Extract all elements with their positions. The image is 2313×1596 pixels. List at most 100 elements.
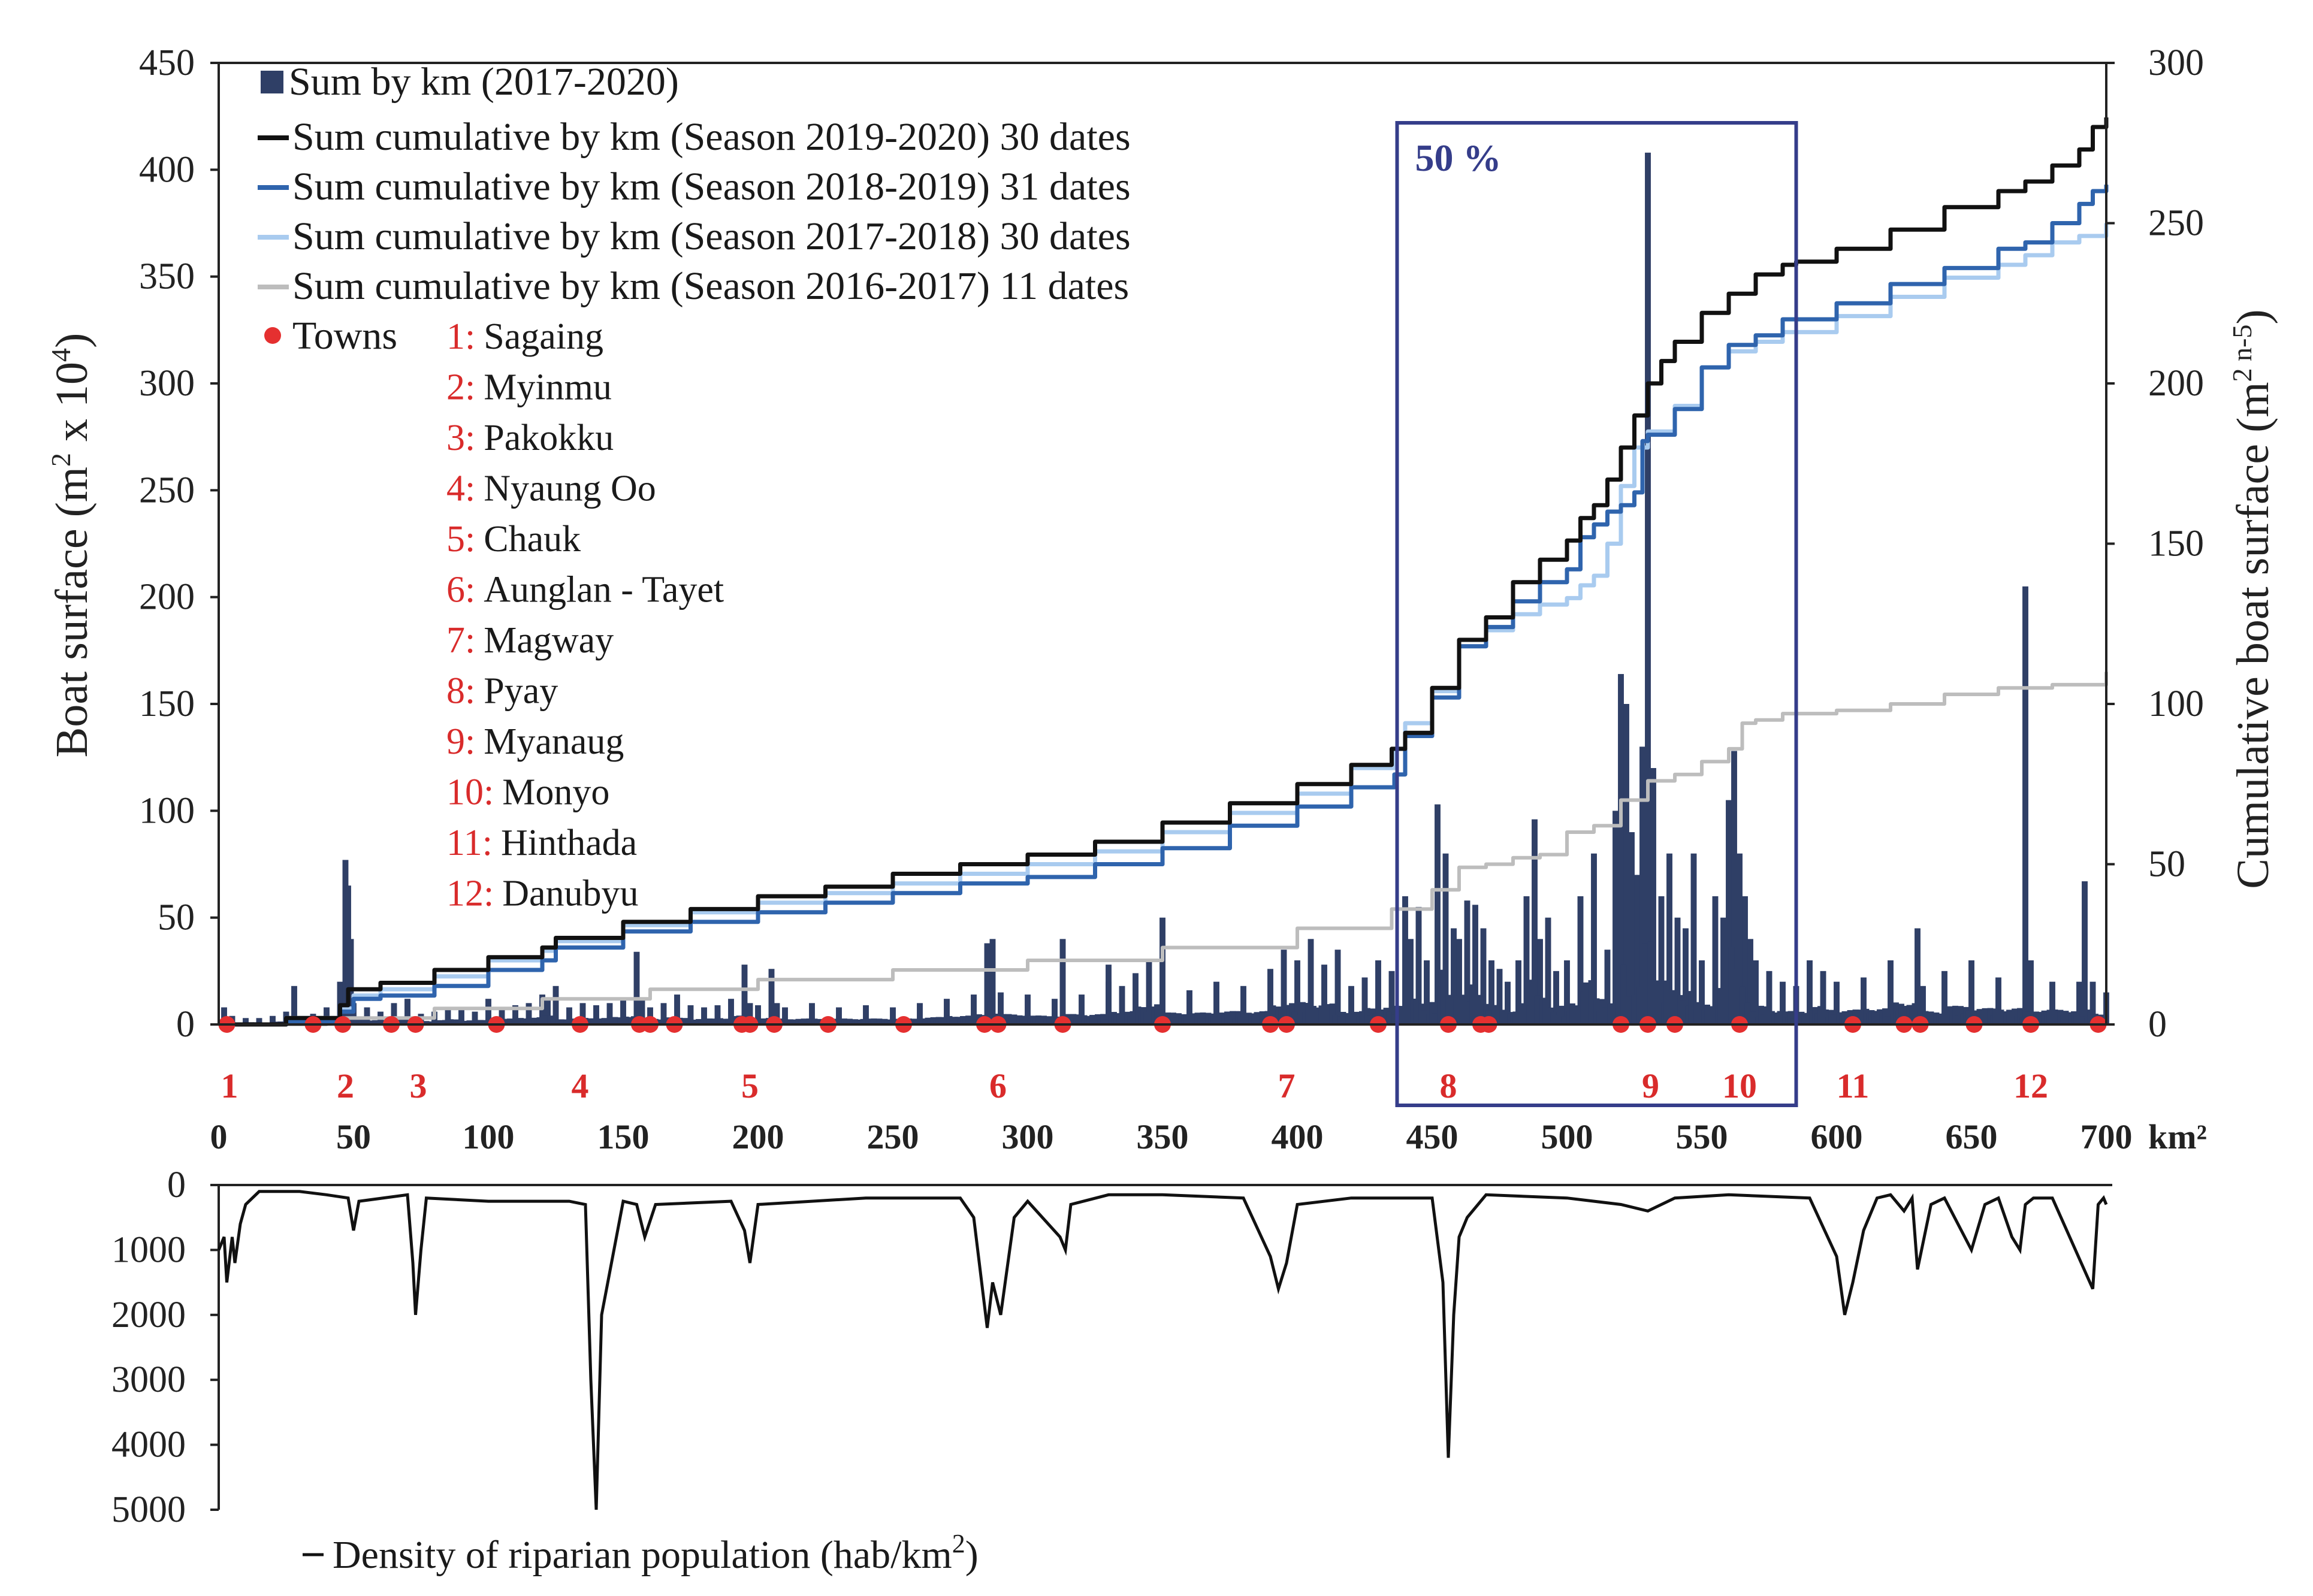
bar-fill [1804,1012,1810,1024]
bar-fill [1790,1018,1796,1024]
bar-fill [1421,1010,1427,1024]
bar [526,1003,532,1024]
bar [1820,971,1826,1024]
bar [512,1005,518,1024]
x-tick-label: 700 [2081,1117,2133,1156]
y-tick-label: 0 [176,1004,195,1045]
bar-fill [1318,1005,1325,1024]
bar-fill [455,1020,462,1024]
bar-fill [725,1018,732,1024]
y-tick-label: 450 [139,43,195,83]
bar-fill [968,1020,974,1024]
segment-label: 9 [1642,1066,1659,1105]
bar [1834,981,1840,1024]
bar-fill [1183,1014,1190,1024]
bar [545,999,551,1024]
y2-tick-label: 0 [2148,1004,2167,1045]
legend: Sum by km (2017-2020) Sum cumulative by … [258,60,1131,914]
segment-label: 8 [1440,1066,1457,1105]
bar [971,995,977,1024]
bar [579,1003,586,1024]
density-y-ticks: 0 1000 2000 3000 4000 5000 [111,1165,219,1530]
y-tick-label: 400 [139,149,195,190]
bar [1591,853,1597,1024]
bottom-axes [218,1184,2112,1510]
x-tick-label: 500 [1541,1117,1593,1156]
bar [1690,853,1697,1024]
bar [1766,971,1773,1024]
town-list-item: 11: Hinthada [446,823,637,863]
highlight-box [1395,121,1798,1107]
bar [1240,986,1246,1024]
bar [660,1003,667,1024]
town-list-item: 2: Myinmu [446,367,612,408]
bar-fill [536,1017,543,1024]
bar [593,1005,599,1024]
bar [998,992,1004,1024]
x-tick-label: 400 [1272,1117,1324,1156]
x-tick-label: 600 [1811,1117,1863,1156]
bar [1577,896,1584,1024]
y2-tick-label: 150 [2148,524,2204,564]
bar [1941,971,1947,1024]
bar-fill [1723,987,1729,1024]
bar-fill [1100,1014,1106,1024]
bar-fill [1453,996,1460,1024]
bar-fill [1103,1019,1109,1024]
bar [1712,896,1719,1024]
bar-fill [1952,1005,1958,1024]
density-y-tick-label: 1000 [111,1229,186,1270]
bar-fill [2087,1009,2093,1024]
bar [1415,906,1422,1024]
x-axis-label: km² [2148,1117,2207,1156]
bar [485,999,491,1024]
bar-fill [1143,1012,1149,1024]
y-tick-label: 100 [139,790,195,831]
legend-label-towns: Towns [292,314,397,358]
x-tick-label: 450 [1406,1117,1459,1156]
bar [1361,977,1368,1024]
bar-fill [1305,1003,1311,1024]
bar [1623,704,1629,1024]
x-tick-label: 100 [463,1117,515,1156]
bar-fill [2052,1009,2058,1024]
segment-label: 12 [2013,1066,2048,1105]
bar-fill [1116,1013,1122,1024]
bar [1553,971,1559,1024]
bar [1402,896,1408,1024]
segment-label: 4 [572,1066,589,1105]
bar-fill [1130,1011,1136,1024]
bar-fill [1405,996,1411,1024]
bar [1613,811,1619,1024]
bar-fill [1502,1015,1508,1024]
bar-fill [1696,1012,1702,1024]
bar-fill [1448,995,1454,1024]
bar-fill [617,1017,624,1024]
town-list-item: 10: Monyo [446,772,609,813]
bar-fill [1610,1003,1616,1024]
segment-label: 7 [1278,1066,1296,1105]
density-y-tick-label: 0 [167,1165,186,1205]
bar [890,1007,896,1024]
bar-fill [2073,1014,2080,1024]
bar [633,951,640,1024]
bar [1515,960,1521,1024]
bar [1472,905,1478,1024]
bar [1079,995,1085,1024]
bar-fill [1647,941,1654,1024]
bar-fill [2079,1016,2085,1024]
bar [1488,960,1494,1024]
bar [1968,960,1974,1024]
x-tick-label: 150 [597,1117,650,1156]
bar-fill [1787,1011,1794,1024]
bar-fill [1534,995,1541,1024]
bar [2022,586,2028,1024]
bar-fill [1529,980,1535,1024]
bar-fill [1386,1011,1392,1024]
town-markers [218,1016,2107,1033]
y-tick-label: 200 [139,577,195,618]
y2-tick-label: 100 [2148,684,2204,724]
segment-label: 11 [1837,1066,1870,1105]
bar [989,939,996,1024]
bar [1496,969,1503,1024]
